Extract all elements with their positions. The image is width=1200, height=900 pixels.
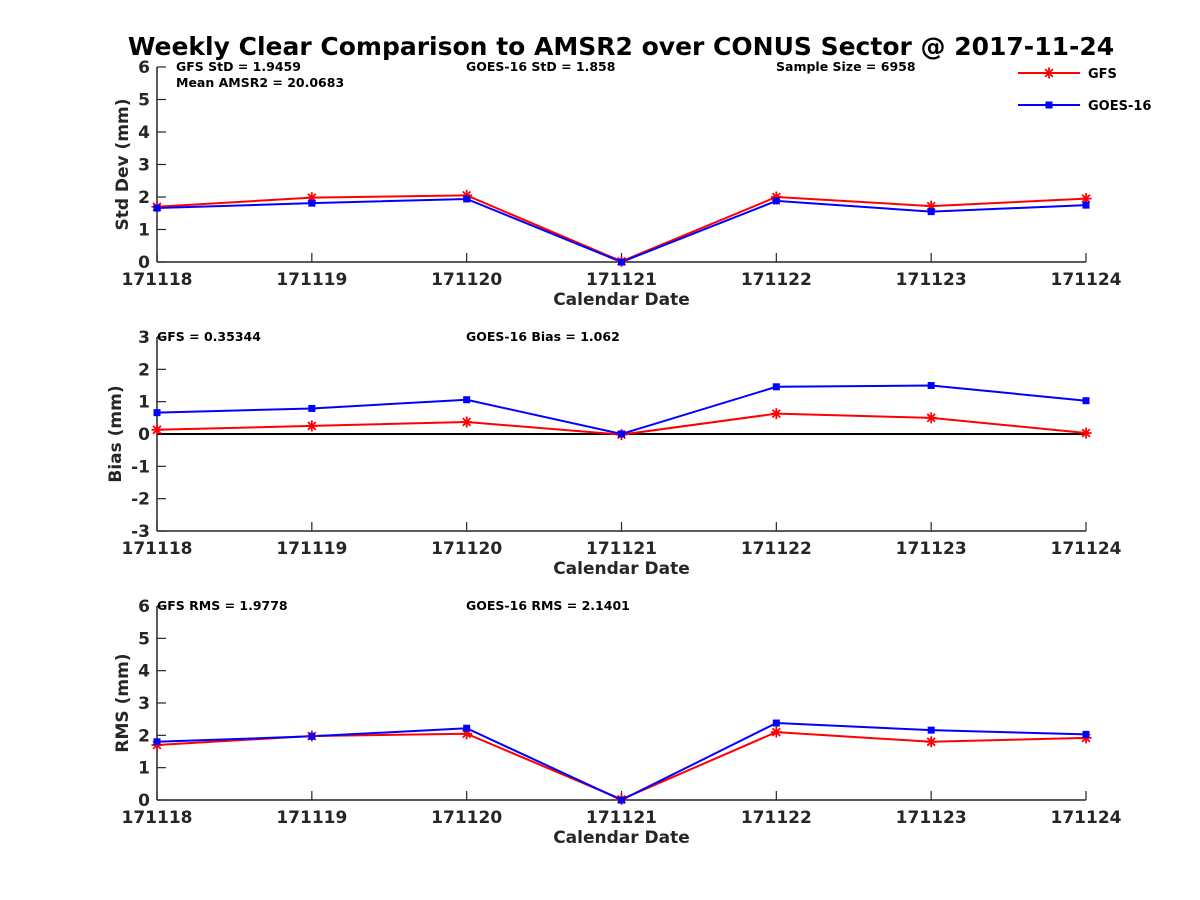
bias-annotation: GOES-16 Bias = 1.062 xyxy=(466,329,620,344)
bias-xtick-label: 171123 xyxy=(896,539,967,559)
std-ytick-label: 2 xyxy=(138,188,150,208)
bias-ytick-label: -1 xyxy=(131,457,150,477)
rms-xtick-label: 171121 xyxy=(586,808,657,828)
std-annotation: Mean AMSR2 = 20.0683 xyxy=(176,75,344,90)
std-x-axis-label: Calendar Date xyxy=(553,290,690,310)
bias-goes16-point xyxy=(153,409,161,417)
bias-gfs-point xyxy=(306,420,318,432)
bias-goes16-point xyxy=(772,383,780,391)
rms-annotation: GOES-16 RMS = 2.1401 xyxy=(466,598,630,613)
std-annotation: GOES-16 StD = 1.858 xyxy=(466,59,615,74)
legend: GFS GOES-16 xyxy=(1018,67,1151,114)
std-ytick-label: 3 xyxy=(138,156,150,176)
legend-goes16-label: GOES-16 xyxy=(1088,99,1151,114)
std-ytick-label: 6 xyxy=(138,58,150,78)
std-ytick-label: 5 xyxy=(138,91,150,111)
rms-annotation: GFS RMS = 1.9778 xyxy=(157,598,288,613)
bias-xtick-label: 171122 xyxy=(741,539,812,559)
rms-ytick-label: 2 xyxy=(138,726,150,746)
std-xtick-label: 171120 xyxy=(431,270,502,290)
rms-x-axis-label: Calendar Date xyxy=(553,828,690,848)
bias-panel: -3 -2 -1 0 1 2 3 171118 171119 171120 171121 171122… xyxy=(106,328,1122,579)
bias-ytick-label: 0 xyxy=(138,425,150,445)
bias-ytick-label: 1 xyxy=(138,393,150,413)
rms-ytick-label: 6 xyxy=(138,597,150,617)
rms-goes16-point xyxy=(618,796,625,804)
legend-gfs-label: GFS xyxy=(1088,67,1117,82)
bias-ytick-label: 3 xyxy=(138,328,150,348)
bias-goes16-point xyxy=(308,404,316,412)
bias-ytick-label: 2 xyxy=(138,360,150,380)
std-xtick-label: 171118 xyxy=(122,270,193,290)
bias-xtick-label: 171124 xyxy=(1051,539,1122,559)
rms-y-axis-label: RMS (mm) xyxy=(113,653,133,752)
bias-ytick-label: -3 xyxy=(131,522,150,542)
rms-xtick-label: 171124 xyxy=(1051,808,1122,828)
std-xtick-label: 171124 xyxy=(1051,270,1122,290)
std-goes16-point xyxy=(1082,201,1090,209)
bias-gfs-point xyxy=(925,412,937,424)
std-xtick-label: 171123 xyxy=(896,270,967,290)
rms-gfs-point xyxy=(770,726,782,738)
std-goes16-point xyxy=(618,258,625,266)
bias-x-axis-label: Calendar Date xyxy=(553,559,690,579)
chart-title: Weekly Clear Comparison to AMSR2 over CO… xyxy=(128,32,1114,61)
std-xtick-label: 171119 xyxy=(276,270,347,290)
std-goes16-point xyxy=(153,204,161,212)
std-goes16-point xyxy=(308,199,316,207)
bias-xtick-label: 171119 xyxy=(276,539,347,559)
rms-goes16-point xyxy=(153,738,161,746)
bias-xtick-label: 171120 xyxy=(431,539,502,559)
bias-goes16-point xyxy=(927,382,935,389)
rms-xtick-label: 171119 xyxy=(276,808,347,828)
std-xtick-label: 171121 xyxy=(586,270,657,290)
rms-ytick-label: 5 xyxy=(138,629,150,649)
rms-goes16-line xyxy=(156,722,1087,802)
std-gfs-line xyxy=(156,194,1087,263)
bias-gfs-point xyxy=(461,416,473,428)
legend-gfs-marker xyxy=(1043,67,1055,79)
std-y-axis-label: Std Dev (mm) xyxy=(113,98,133,230)
rms-gfs-point xyxy=(925,736,937,748)
rms-xtick-label: 171122 xyxy=(741,808,812,828)
rms-goes16-point xyxy=(927,726,935,734)
rms-ytick-label: 3 xyxy=(138,694,150,714)
bias-gfs-point xyxy=(151,424,163,436)
bias-annotation: GFS = 0.35344 xyxy=(157,329,261,344)
rms-xtick-label: 171120 xyxy=(431,808,502,828)
rms-goes16-point xyxy=(463,724,471,732)
rms-ytick-label: 4 xyxy=(138,662,150,682)
legend-goes16-marker xyxy=(1045,101,1053,109)
std-annotation: GFS StD = 1.9459 xyxy=(176,59,301,74)
std-ytick-label: 1 xyxy=(138,221,150,241)
rms-goes16-point xyxy=(772,719,780,727)
rms-gfs-line xyxy=(156,731,1087,801)
std-xtick-label: 171122 xyxy=(741,270,812,290)
bias-goes16-point xyxy=(1082,397,1090,405)
bias-goes16-point xyxy=(618,430,625,438)
std-goes16-point xyxy=(772,197,780,205)
bias-gfs-point xyxy=(1080,427,1092,439)
bias-ytick-label: -2 xyxy=(131,490,150,510)
bias-gfs-point xyxy=(770,408,782,420)
rms-ytick-label: 0 xyxy=(138,791,150,811)
rms-goes16-point xyxy=(1082,730,1090,738)
std-annotation: Sample Size = 6958 xyxy=(776,59,916,74)
std-goes16-point xyxy=(463,195,471,203)
std-goes16-point xyxy=(927,208,935,216)
bias-xtick-label: 171121 xyxy=(586,539,657,559)
bias-goes16-point xyxy=(463,396,471,404)
std-panel: 0 1 2 3 4 5 6 171118 171119 171120 171121 171122 171… xyxy=(113,58,1122,310)
std-goes16-line xyxy=(156,197,1087,264)
std-ytick-label: 0 xyxy=(138,253,150,273)
rms-panel: 0 1 2 3 4 5 6 171118 171119 171120 171121 171122 171… xyxy=(113,597,1122,848)
std-ytick-label: 4 xyxy=(138,123,150,143)
rms-goes16-point xyxy=(308,732,316,740)
rms-xtick-label: 171118 xyxy=(122,808,193,828)
bias-y-axis-label: Bias (mm) xyxy=(106,385,126,482)
bias-xtick-label: 171118 xyxy=(122,539,193,559)
rms-ytick-label: 1 xyxy=(138,759,150,779)
rms-xtick-label: 171123 xyxy=(896,808,967,828)
